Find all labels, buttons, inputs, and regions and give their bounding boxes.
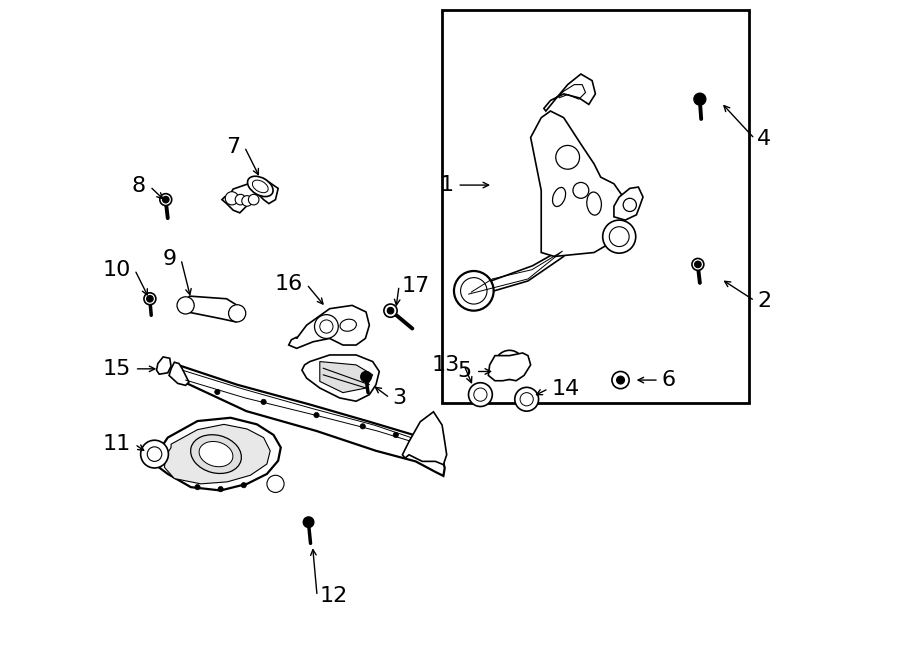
Circle shape (314, 412, 319, 418)
Text: 4: 4 (758, 129, 771, 149)
Circle shape (603, 220, 635, 253)
Circle shape (573, 182, 589, 198)
Polygon shape (165, 424, 270, 484)
Circle shape (215, 389, 220, 395)
Circle shape (384, 304, 397, 317)
Polygon shape (489, 353, 531, 381)
Text: 9: 9 (163, 249, 177, 269)
Text: 3: 3 (392, 388, 407, 408)
Circle shape (419, 440, 425, 446)
Circle shape (393, 432, 399, 438)
Text: 11: 11 (103, 434, 130, 454)
Circle shape (361, 371, 372, 382)
Circle shape (144, 293, 156, 305)
Polygon shape (531, 111, 623, 256)
Circle shape (177, 297, 194, 314)
Text: 2: 2 (758, 291, 771, 311)
Text: 12: 12 (320, 586, 348, 606)
Circle shape (314, 315, 338, 338)
Circle shape (461, 278, 487, 304)
Circle shape (454, 271, 493, 311)
Polygon shape (145, 418, 281, 490)
Text: 14: 14 (551, 379, 580, 399)
Polygon shape (222, 178, 278, 213)
Text: 8: 8 (131, 176, 146, 196)
Circle shape (495, 350, 524, 379)
Circle shape (267, 475, 284, 492)
Circle shape (241, 483, 247, 488)
Circle shape (515, 387, 538, 411)
Text: 10: 10 (103, 260, 130, 280)
Text: 15: 15 (103, 359, 130, 379)
Polygon shape (302, 355, 379, 401)
Polygon shape (289, 305, 369, 348)
Circle shape (147, 295, 153, 302)
Circle shape (360, 424, 365, 429)
Circle shape (692, 258, 704, 270)
Circle shape (218, 486, 223, 492)
Text: 13: 13 (432, 355, 460, 375)
Circle shape (229, 305, 246, 322)
Circle shape (320, 320, 333, 333)
Circle shape (261, 399, 266, 405)
Polygon shape (169, 362, 189, 385)
Circle shape (303, 517, 314, 527)
Ellipse shape (199, 442, 233, 467)
Ellipse shape (340, 319, 356, 331)
Polygon shape (464, 246, 568, 299)
Circle shape (612, 371, 629, 389)
Polygon shape (180, 296, 243, 322)
Polygon shape (157, 357, 171, 374)
Circle shape (473, 388, 487, 401)
Text: 5: 5 (457, 362, 472, 381)
Circle shape (556, 145, 580, 169)
Circle shape (501, 356, 518, 373)
Circle shape (469, 383, 492, 407)
Polygon shape (614, 187, 643, 220)
Text: 7: 7 (226, 137, 240, 157)
Circle shape (695, 261, 701, 268)
Text: 17: 17 (401, 276, 430, 295)
Circle shape (387, 307, 394, 314)
Ellipse shape (252, 180, 268, 193)
Circle shape (235, 194, 246, 205)
Circle shape (520, 393, 534, 406)
Circle shape (248, 194, 259, 205)
Text: 1: 1 (439, 175, 454, 195)
Circle shape (140, 440, 168, 468)
Polygon shape (177, 365, 445, 476)
Circle shape (160, 194, 172, 206)
Circle shape (148, 447, 162, 461)
Polygon shape (320, 362, 373, 393)
Ellipse shape (587, 192, 601, 215)
Circle shape (694, 93, 706, 105)
Circle shape (163, 196, 169, 203)
Ellipse shape (248, 176, 273, 196)
Polygon shape (402, 412, 446, 465)
Circle shape (195, 485, 200, 490)
Bar (442, 10, 750, 403)
Ellipse shape (191, 435, 241, 473)
Text: 6: 6 (662, 370, 676, 390)
Circle shape (609, 227, 629, 247)
Circle shape (616, 376, 625, 384)
Text: 16: 16 (274, 274, 302, 294)
Circle shape (623, 198, 636, 212)
Polygon shape (544, 74, 596, 111)
Circle shape (225, 192, 238, 205)
Ellipse shape (553, 188, 565, 206)
Circle shape (242, 196, 252, 206)
